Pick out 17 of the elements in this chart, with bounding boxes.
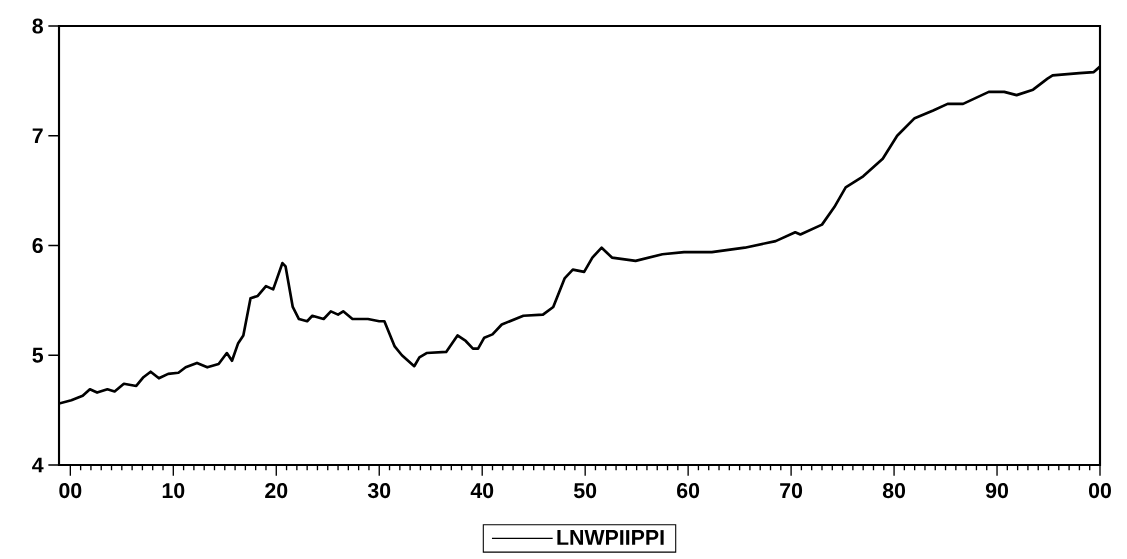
y-tick-label: 5 [32,347,44,363]
legend-label: LNWPIIPPI [557,530,664,545]
x-tick-label: 30 [367,483,391,499]
x-tick-label: 00 [59,483,82,499]
x-tick-label: 10 [162,483,185,499]
x-tick-label: 70 [780,483,803,499]
y-tick-label: 7 [32,128,43,144]
x-tick-label: 90 [985,483,1009,499]
x-tick-label: 20 [265,483,288,499]
y-tick-label: 6 [32,237,43,254]
y-tick-label: 4 [32,457,44,473]
x-tick-label: 00 [1088,483,1111,499]
x-tick-label: 80 [882,483,906,499]
x-tick-label: 40 [470,483,494,499]
y-tick-label: 8 [32,18,43,34]
x-tick-label: 50 [573,483,597,499]
x-tick-label: 60 [677,483,700,499]
